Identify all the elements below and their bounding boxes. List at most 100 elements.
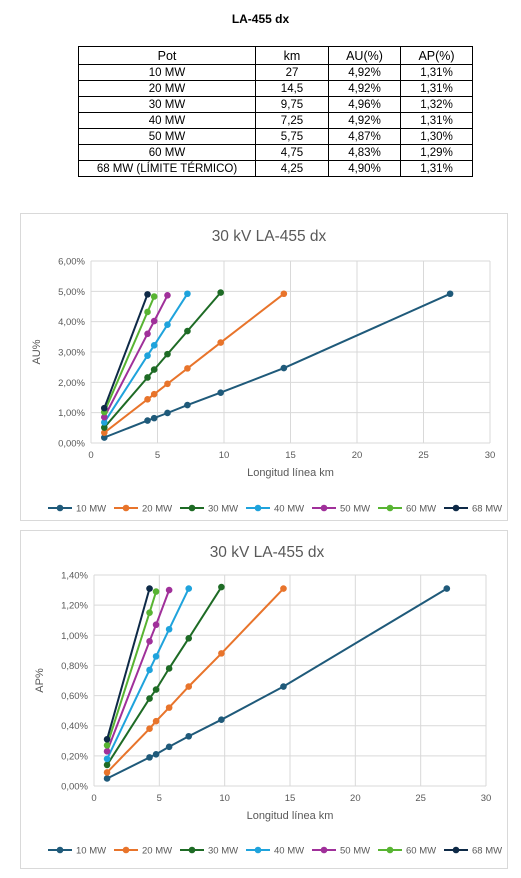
x-tick-label: 5 xyxy=(155,450,160,461)
legend-marker xyxy=(57,847,64,854)
header-au: AU(%) xyxy=(329,47,401,65)
data-point xyxy=(146,667,153,674)
cell-pot: 40 MW xyxy=(79,113,256,129)
data-point xyxy=(144,352,151,359)
y-tick-label: 0,60% xyxy=(61,691,88,702)
data-point xyxy=(447,290,454,297)
data-point xyxy=(153,621,160,628)
data-point xyxy=(444,585,451,592)
legend-label: 30 MW xyxy=(208,846,238,857)
legend-label: 60 MW xyxy=(406,504,436,515)
data-point xyxy=(151,366,158,373)
header-ap: AP(%) xyxy=(401,47,473,65)
header-km: km xyxy=(256,47,329,65)
data-point xyxy=(104,775,111,782)
table-row: 50 MW 5,75 4,87% 1,30% xyxy=(79,129,473,145)
data-point xyxy=(164,410,171,417)
ap-chart: 30 kV LA-455 dx 0,00% 0,20% 0,40% 0,60% 0,80%… xyxy=(20,530,508,869)
x-tick-label: 25 xyxy=(415,793,426,804)
x-tick-label: 15 xyxy=(285,793,296,804)
y-tick-label: 1,00% xyxy=(61,631,88,642)
legend-label: 50 MW xyxy=(340,504,370,515)
x-tick-label: 20 xyxy=(352,450,363,461)
cell-au: 4,96% xyxy=(329,97,401,113)
data-point xyxy=(217,339,224,346)
table-row: 30 MW 9,75 4,96% 1,32% xyxy=(79,97,473,113)
data-point xyxy=(144,331,151,338)
data-point xyxy=(164,381,171,388)
data-point xyxy=(151,391,158,398)
cell-ap: 1,29% xyxy=(401,145,473,161)
data-point xyxy=(151,415,158,422)
cell-km: 27 xyxy=(256,65,329,81)
cell-km: 4,75 xyxy=(256,145,329,161)
legend-label: 30 MW xyxy=(208,504,238,515)
cell-km: 5,75 xyxy=(256,129,329,145)
x-tick-label: 25 xyxy=(418,450,429,461)
cell-pot: 50 MW xyxy=(79,129,256,145)
legend-label: 10 MW xyxy=(76,846,106,857)
data-point xyxy=(164,292,171,299)
cell-km: 9,75 xyxy=(256,97,329,113)
table-header-row: Pot km AU(%) AP(%) xyxy=(79,47,473,65)
chart-title: 30 kV LA-455 dx xyxy=(210,544,325,561)
y-tick-label: 1,20% xyxy=(61,601,88,612)
x-tick-label: 0 xyxy=(88,450,93,461)
data-point xyxy=(146,695,153,702)
cell-ap: 1,32% xyxy=(401,97,473,113)
legend-marker xyxy=(189,847,196,854)
data-point xyxy=(104,742,111,749)
cell-pot: 68 MW (LÍMITE TÉRMICO) xyxy=(79,161,256,177)
legend-label: 40 MW xyxy=(274,504,304,515)
x-tick-label: 15 xyxy=(285,450,296,461)
cell-pot: 30 MW xyxy=(79,97,256,113)
cell-au: 4,83% xyxy=(329,145,401,161)
legend-label: 60 MW xyxy=(406,846,436,857)
legend-marker xyxy=(189,505,196,512)
x-tick-label: 30 xyxy=(485,450,496,461)
legend-label: 10 MW xyxy=(76,504,106,515)
y-tick-label: 5,00% xyxy=(58,287,85,298)
data-point xyxy=(146,638,153,645)
cell-ap: 1,31% xyxy=(401,81,473,97)
data-point xyxy=(185,585,192,592)
x-tick-label: 5 xyxy=(157,793,162,804)
data-point xyxy=(184,402,191,409)
data-point xyxy=(280,585,287,592)
chart-title: 30 kV LA-455 dx xyxy=(212,228,327,245)
data-point xyxy=(281,290,288,297)
cell-au: 4,92% xyxy=(329,113,401,129)
y-tick-label: 0,20% xyxy=(61,751,88,762)
cell-ap: 1,30% xyxy=(401,129,473,145)
legend-label: 50 MW xyxy=(340,846,370,857)
data-point xyxy=(185,635,192,642)
data-point xyxy=(151,293,158,300)
data-point xyxy=(104,762,111,769)
data-point xyxy=(146,725,153,732)
y-tick-label: 1,40% xyxy=(61,571,88,582)
cell-ap: 1,31% xyxy=(401,113,473,129)
data-point xyxy=(146,609,153,616)
legend-label: 68 MW xyxy=(472,504,502,515)
header-pot: Pot xyxy=(79,47,256,65)
data-point xyxy=(104,756,111,763)
data-point xyxy=(164,321,171,328)
table-row: 20 MW 14,5 4,92% 1,31% xyxy=(79,81,473,97)
y-tick-label: 6,00% xyxy=(58,257,85,268)
legend-marker xyxy=(57,505,64,512)
cell-au: 4,90% xyxy=(329,161,401,177)
cell-km: 4,25 xyxy=(256,161,329,177)
cell-km: 14,5 xyxy=(256,81,329,97)
legend-marker xyxy=(123,505,130,512)
data-point xyxy=(166,626,173,633)
data-point xyxy=(104,748,111,755)
data-point xyxy=(185,683,192,690)
legend-label: 40 MW xyxy=(274,846,304,857)
y-tick-label: 0,00% xyxy=(61,782,88,793)
data-point xyxy=(217,289,224,296)
data-point xyxy=(166,587,173,594)
data-point xyxy=(104,769,111,776)
data-point xyxy=(166,744,173,751)
legend-marker xyxy=(387,847,394,854)
data-point xyxy=(184,328,191,335)
